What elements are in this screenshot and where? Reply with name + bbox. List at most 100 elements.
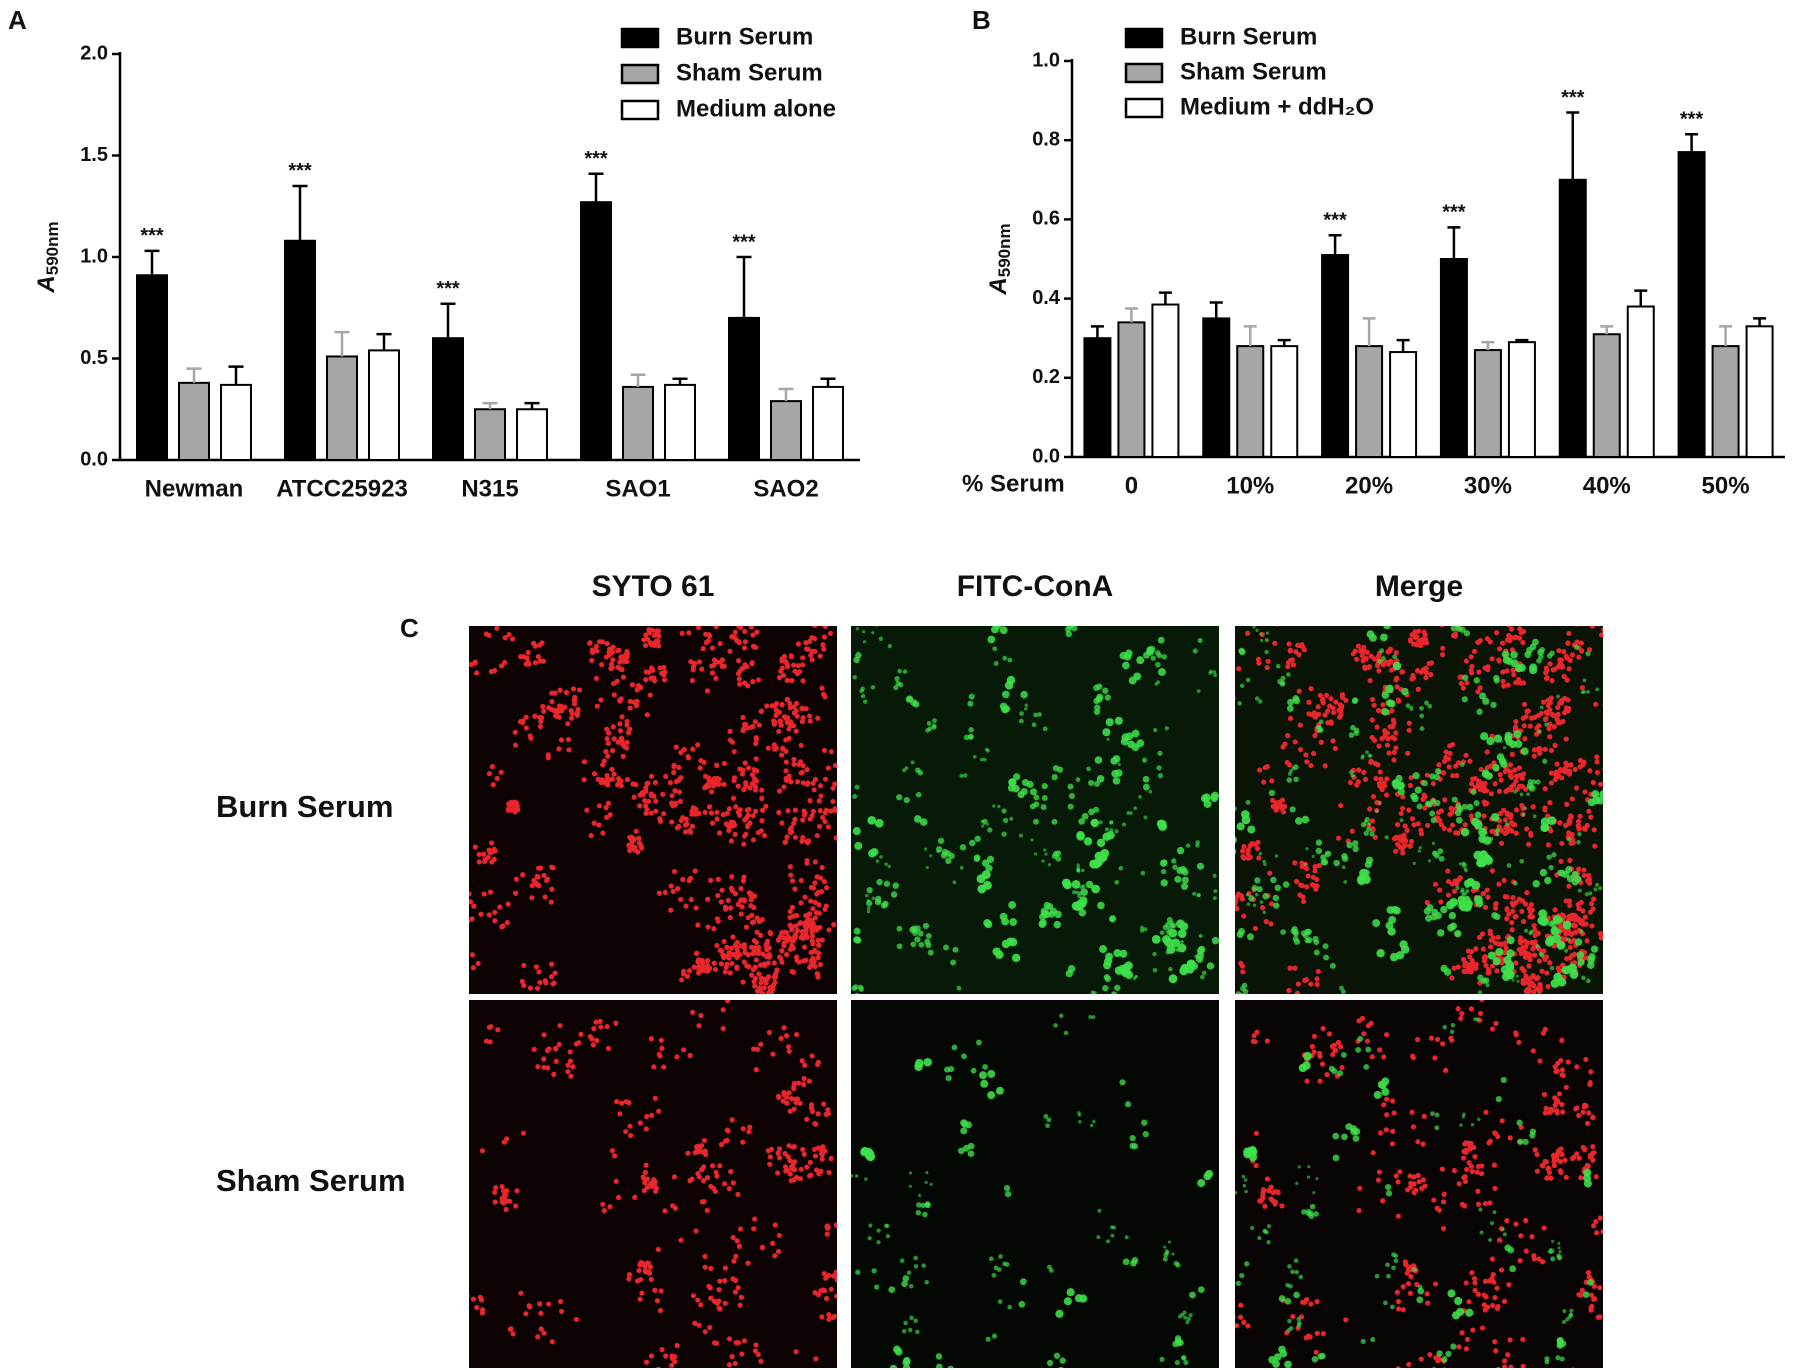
green-signal — [1274, 854, 1279, 858]
red-cell — [596, 803, 603, 809]
red-cell — [1268, 1184, 1274, 1190]
red-cell — [1581, 867, 1587, 873]
red-cell — [541, 993, 544, 994]
green-signal — [1434, 912, 1442, 920]
green-signal — [1437, 848, 1444, 855]
red-cell — [651, 678, 658, 684]
green-signal — [1476, 708, 1483, 715]
red-cell — [751, 919, 757, 925]
red-cell — [492, 611, 497, 616]
green-signal — [854, 784, 860, 790]
red-cell — [1439, 1166, 1446, 1172]
red-cell — [772, 1253, 778, 1259]
green-signal — [1517, 1138, 1524, 1145]
red-cell — [726, 1362, 733, 1368]
red-cell — [817, 783, 824, 789]
red-cell — [705, 924, 711, 930]
red-cell — [1567, 657, 1573, 663]
red-cell — [1566, 666, 1572, 672]
green-signal — [1566, 875, 1575, 883]
green-signal — [1505, 738, 1514, 746]
red-cell — [619, 714, 625, 720]
red-cell — [1299, 883, 1305, 889]
green-signal — [1110, 1233, 1115, 1238]
red-cell — [784, 834, 790, 840]
green-signal — [847, 1199, 851, 1203]
red-cell — [1235, 663, 1236, 666]
error-bar — [1634, 289, 1648, 307]
green-signal — [1417, 849, 1421, 853]
red-cell — [1460, 1155, 1467, 1161]
green-signal — [922, 922, 930, 930]
red-cell — [792, 886, 798, 892]
red-cell — [1513, 960, 1519, 966]
green-signal — [1262, 910, 1267, 915]
red-cell — [1463, 962, 1469, 968]
red-cell — [793, 728, 799, 734]
green-signal — [1086, 766, 1091, 772]
red-cell — [1496, 1366, 1501, 1368]
red-cell — [1416, 628, 1422, 634]
green-signal — [1163, 1252, 1169, 1258]
green-signal — [1323, 954, 1330, 961]
green-signal — [1414, 786, 1422, 794]
red-cell — [729, 1353, 735, 1360]
red-cell — [1565, 640, 1571, 646]
red-cell — [720, 1007, 726, 1013]
red-cell — [1520, 1363, 1526, 1368]
red-cell — [1560, 1072, 1567, 1079]
green-signal — [1180, 882, 1189, 890]
green-signal — [1397, 788, 1405, 796]
red-cell — [590, 1042, 596, 1048]
red-cell — [1563, 653, 1569, 659]
red-cell — [695, 742, 701, 748]
red-cell — [1313, 1349, 1319, 1355]
green-signal — [1529, 929, 1534, 935]
green-signal — [1379, 633, 1388, 642]
red-cell — [1251, 1032, 1257, 1039]
red-cell — [1483, 962, 1489, 969]
red-cell — [1493, 901, 1499, 907]
red-cell — [812, 963, 818, 970]
red-cell — [1587, 647, 1593, 653]
green-signal — [1099, 945, 1108, 954]
green-signal — [1446, 900, 1455, 910]
red-cell — [1579, 1287, 1585, 1294]
red-cell — [1285, 733, 1291, 739]
red-cell — [620, 654, 626, 660]
red-cell — [756, 722, 762, 728]
green-signal — [924, 847, 928, 851]
red-cell — [1319, 1061, 1326, 1067]
red-cell — [613, 1178, 619, 1184]
red-cell — [1525, 990, 1531, 994]
red-cell — [1568, 814, 1574, 820]
green-signal — [991, 1272, 997, 1278]
red-cell — [781, 1025, 787, 1031]
green-signal — [1513, 730, 1522, 739]
red-cell — [608, 661, 615, 667]
red-cell — [1256, 855, 1262, 861]
green-signal — [1490, 1221, 1495, 1226]
x-tick-label: N315 — [461, 475, 518, 502]
red-cell — [1523, 1217, 1529, 1224]
red-cell — [1223, 1310, 1228, 1315]
green-signal — [1363, 823, 1367, 827]
red-cell — [726, 806, 732, 812]
red-cell — [1238, 1302, 1244, 1308]
red-cell — [1315, 968, 1321, 975]
green-signal — [1381, 708, 1390, 716]
green-signal — [1480, 732, 1489, 741]
red-cell — [816, 798, 822, 804]
green-signal — [1197, 1286, 1205, 1294]
red-cell — [1477, 637, 1483, 644]
red-cell — [1545, 983, 1551, 990]
red-cell — [791, 1080, 797, 1087]
red-cell — [1437, 887, 1443, 893]
green-signal — [1112, 777, 1121, 785]
green-signal — [1339, 985, 1344, 991]
red-cell — [1434, 1036, 1441, 1042]
red-cell — [669, 793, 675, 799]
red-cell — [701, 615, 706, 620]
red-cell — [1235, 1323, 1240, 1329]
red-cell — [475, 960, 481, 967]
